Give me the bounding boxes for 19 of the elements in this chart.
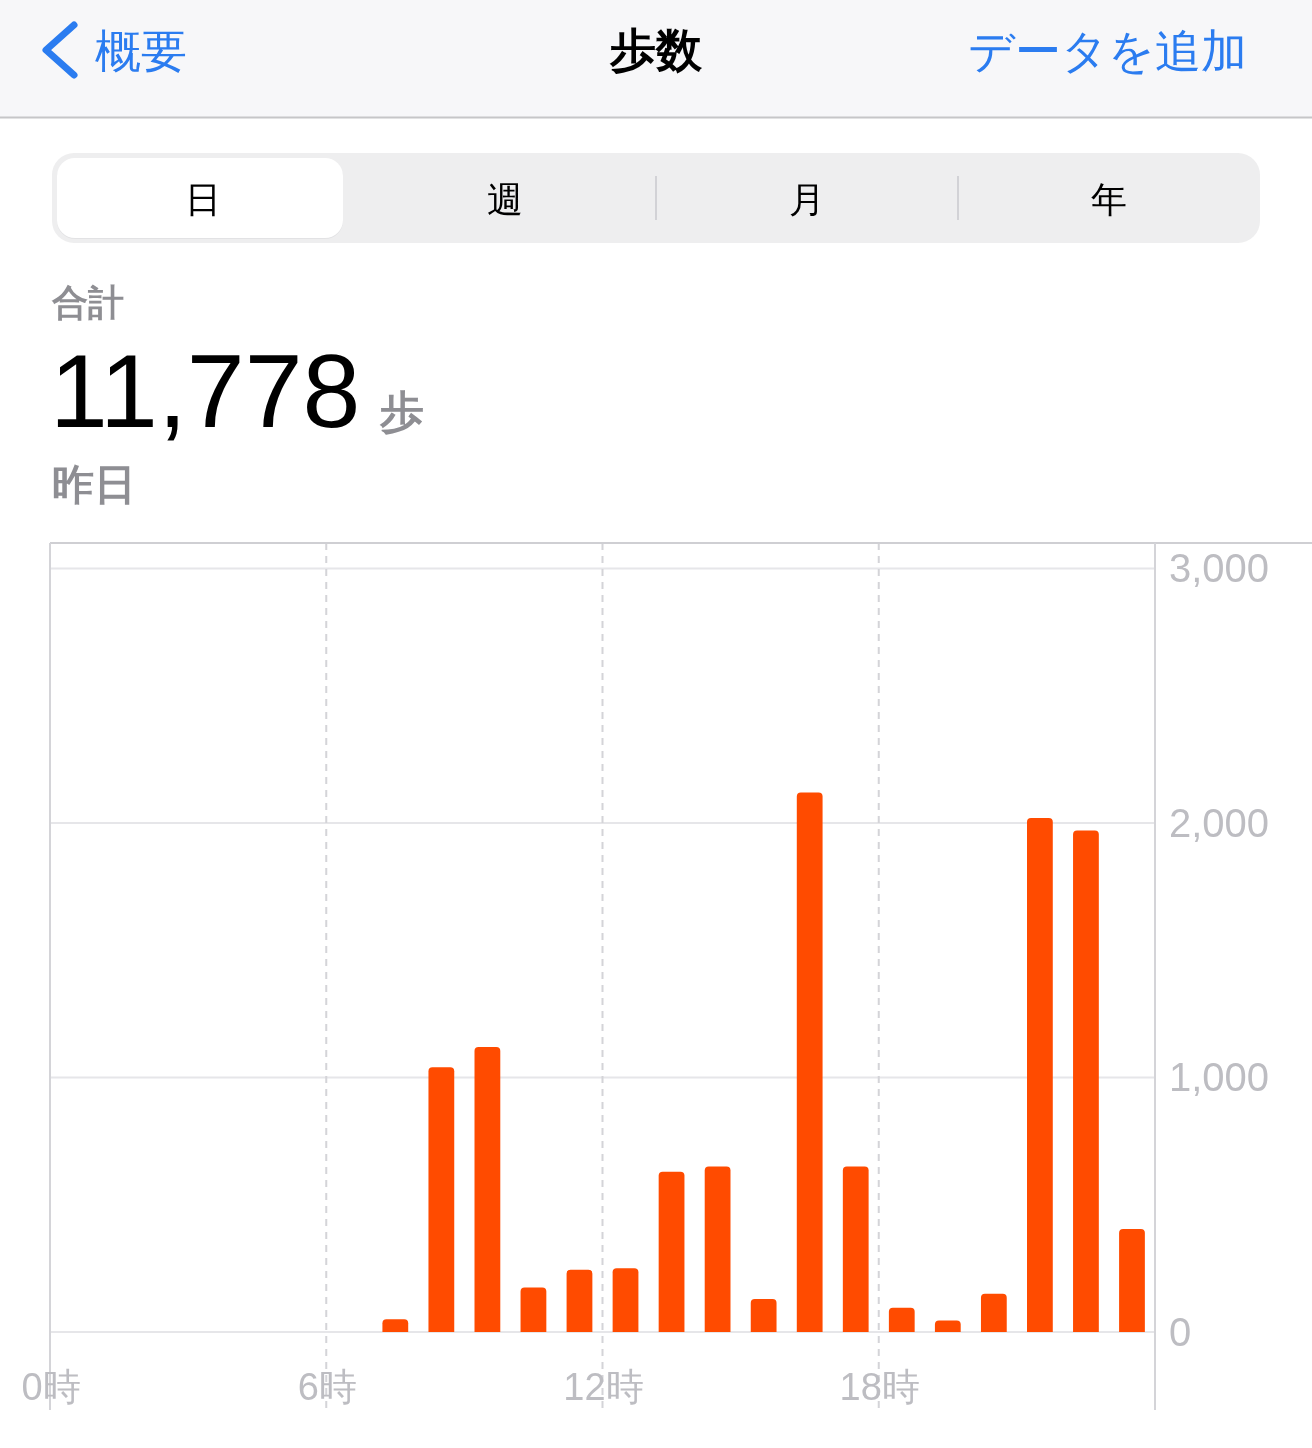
text: 昨日: [52, 461, 136, 508]
x-tick-label: 12時: [563, 1366, 644, 1408]
x-tick-label: 18時: [839, 1366, 920, 1408]
text: 概要: [95, 25, 187, 77]
text: 日: [185, 179, 221, 220]
chart-title: 歩数: [609, 24, 703, 76]
y-tick-label: 1,000: [1169, 1055, 1270, 1100]
x-tick-label: 6時: [297, 1366, 357, 1408]
text: 週: [487, 179, 523, 220]
y-tick-label: 3,000: [1169, 546, 1270, 591]
text: 月: [789, 179, 825, 220]
text: 11,778: [50, 333, 361, 449]
text: 合計: [51, 282, 124, 323]
text: データを追加: [968, 25, 1247, 77]
y-tick-label: 0: [1169, 1310, 1192, 1354]
text: 歩: [379, 387, 425, 436]
y-tick-label: 2,000: [1169, 800, 1270, 845]
text: 年: [1091, 179, 1127, 220]
x-tick-label: 0時: [21, 1366, 81, 1408]
